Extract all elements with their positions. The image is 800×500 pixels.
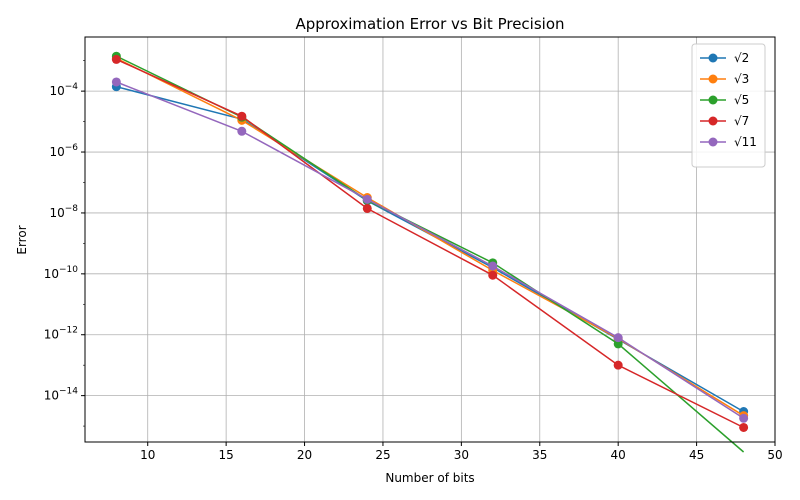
legend-label: √2 [734,51,749,65]
data-point [488,270,498,280]
x-tick-label: 15 [218,448,233,462]
series-line [116,81,745,419]
x-axis-label: Number of bits [385,471,474,485]
chart-title: Approximation Error vs Bit Precision [295,15,564,33]
legend-swatch-marker [708,116,718,126]
series-line [116,58,744,429]
data-point [111,77,121,87]
series-5 [111,77,749,423]
legend-swatch-marker [708,53,718,63]
data-point [613,339,623,349]
x-tick-label: 40 [611,448,626,462]
legend-swatch-marker [708,137,718,147]
legend-item: √7 [700,114,749,128]
data-point [613,333,623,343]
legend-swatch-marker [708,95,718,105]
y-tick-label: 10−12 [44,326,78,342]
data-point [739,413,749,423]
legend-label: √3 [734,72,749,86]
series-line [116,55,745,453]
x-axis: 10 15 20 25 30 35 40 45 50 [140,442,783,462]
series-4 [111,54,749,432]
x-tick-label: 35 [532,448,547,462]
x-tick-label: 20 [297,448,312,462]
legend-item: √2 [700,51,749,65]
legend-label: √7 [734,114,749,128]
data-point [362,203,372,213]
legend-item: √11 [700,135,757,149]
legend-item: √3 [700,72,749,86]
y-axis: 10−14 10−12 10−10 10−8 10−6 10−4 [44,60,85,427]
data-point [237,126,247,136]
legend: √2 √3 √5 √7 √11 [691,43,766,168]
data-point [237,111,247,121]
data-point [488,261,498,271]
x-tick-label: 30 [454,448,469,462]
y-tick-label: 10−14 [44,387,79,403]
plot-frame [84,36,776,443]
data-point [111,54,121,64]
x-tick-label: 45 [689,448,704,462]
y-axis-label: Error [15,225,29,254]
data-point [613,360,623,370]
x-tick-label: 50 [767,448,782,462]
series-1 [111,82,749,417]
legend-label: √5 [734,93,749,107]
x-tick-label: 10 [140,448,155,462]
y-tick-label: 10−10 [44,265,79,281]
series-line [116,85,744,413]
data-point [362,194,372,204]
y-tick-label: 10−4 [49,82,78,98]
x-tick-label: 25 [375,448,390,462]
data-point [739,422,749,432]
series-layer [111,51,749,453]
series-2 [111,53,749,421]
legend-item: √5 [700,93,749,107]
legend-swatch-marker [708,74,718,84]
series-3 [111,51,745,453]
y-tick-label: 10−8 [49,204,78,220]
y-tick-label: 10−6 [49,143,78,159]
legend-box [691,43,766,168]
series-line [116,57,744,417]
legend-label: √11 [734,135,757,149]
grid [85,37,776,442]
